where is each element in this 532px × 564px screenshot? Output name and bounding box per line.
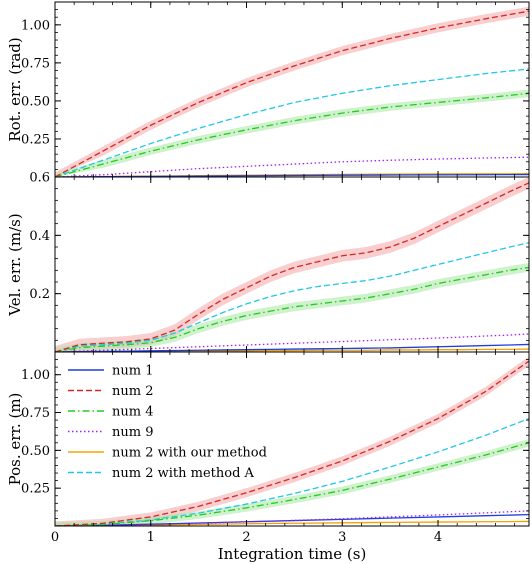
legend-label-num-9: num 9 [112,425,153,440]
y-tick-label: 0.75 [21,56,50,71]
band-num-2 [55,177,529,352]
line-num-1 [55,343,529,352]
panel-1-plot-area [55,6,529,177]
panel-2-plot-area [55,177,529,352]
legend-label-num-1: num 1 [112,364,153,379]
x-tick-label: 4 [434,530,442,545]
y-tick-label: 0.25 [21,132,50,147]
legend: num 1 num 2 num 4 num 9 num 2 with our metho… [68,364,267,481]
line-num-2-with-method-a [55,68,529,177]
x-tick-label: 0 [51,530,59,545]
line-num-2-with-method-a [55,417,529,526]
x-tick-label: 3 [338,530,346,545]
legend-label-num-4: num 4 [112,405,153,420]
y-tick-label: 0.25 [21,482,50,497]
panel-3-plot-area [55,356,529,526]
y-tick-label: 0.6 [29,171,50,186]
line-num-1 [55,173,529,177]
legend-label-num-2: num 2 [112,384,153,399]
x-tick-label: 2 [242,530,250,545]
y-tick-label: 1.00 [21,18,50,33]
legend-label-num-2-with-our-method: num 2 with our method [112,446,267,461]
y-tick-label: 0.75 [21,406,50,421]
line-num-2-with-method-a [55,241,529,352]
x-tick-label: 1 [147,530,155,545]
band-num-2 [55,6,529,177]
line-num-4 [55,266,529,352]
y-tick-label: 1.00 [21,368,50,383]
y-tick-label: 0.4 [29,229,50,244]
line-num-2 [55,10,529,177]
panel-1: 0.25 0.50 0.75 1.00 Rot. err. (rad) [6,1,530,178]
x-axis-label: Integration time (s) [218,545,367,563]
band-num-4 [55,89,529,177]
y-axis-label: Rot. err. (rad) [6,37,24,141]
panel-2: 0.2 0.4 0.6 Vel. err. (m/s) [6,171,530,353]
y-tick-label: 0.50 [21,94,50,109]
line-num-2 [55,182,529,352]
line-num-4 [55,92,529,177]
line-num-1 [55,514,529,526]
y-tick-label: 0.50 [21,444,50,459]
y-axis-label: Vel. err. (m/s) [6,213,24,316]
legend-label-num-2-with-method-a: num 2 with method A [112,466,255,481]
panel-3-frame [54,351,530,527]
line-num-2 [55,360,529,526]
y-tick-label: 0.2 [29,287,50,302]
y-axis-label: Pos. err. (m) [6,393,24,486]
